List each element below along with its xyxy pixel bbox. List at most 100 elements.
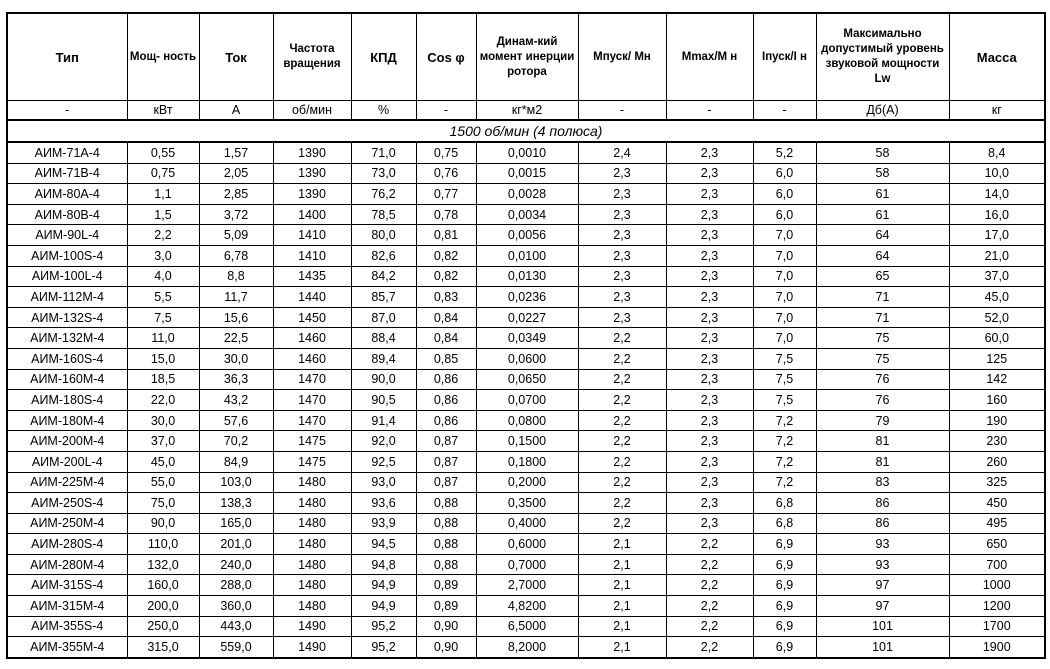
table-cell: 71 [815,306,950,329]
table-cell: 7,5 [126,306,200,329]
table-cell: 2,4 [577,141,667,164]
table-cell: 0,85 [415,347,477,370]
table-cell: 0,0227 [475,306,579,329]
unit-cell: - [577,100,667,121]
table-cell: 86 [815,512,950,535]
table-cell: 7,0 [752,265,817,288]
unit-cell: - [415,100,477,121]
table-cell: 1470 [272,368,352,391]
table-cell: 3,0 [126,244,200,267]
table-cell: 2,2 [665,574,754,597]
table-row: АИМ-160М-4 18,5 36,3 1470 90,0 0,86 0,0650 2,2 2… [6,368,1046,391]
table-cell: 60,0 [948,327,1046,349]
table-cell: 5,09 [198,224,274,246]
table-cell: 2,3 [665,244,754,267]
table-cell: 0,0034 [475,203,579,226]
table-cell: 76,2 [350,183,417,205]
table-cell: АИМ-71А-4 [6,141,128,164]
table-cell: 0,87 [415,471,477,494]
table-cell: 1480 [272,512,352,535]
table-cell: 360,0 [198,595,274,617]
table-cell: 1000 [948,574,1046,597]
table-cell: АИМ-315S-4 [6,574,128,597]
table-cell: 0,78 [415,203,477,226]
table-cell: 15,0 [126,347,200,370]
table-cell: 64 [815,244,950,267]
table-cell: 190 [948,409,1046,432]
table-cell: 240,0 [198,553,274,576]
table-cell: 22,5 [198,327,274,349]
table-cell: 75 [815,327,950,349]
table-cell: АИМ-132S-4 [6,306,128,329]
table-cell: 0,88 [415,512,477,535]
table-row: АИМ-315S-4 160,0 288,0 1480 94,9 0,89 2,7000 2,… [6,574,1046,597]
table-row: АИМ-250S-4 75,0 138,3 1480 93,6 0,88 0,3500 2,2… [6,492,1046,514]
table-cell: 95,2 [350,615,417,638]
table-cell: АИМ-250М-4 [6,512,128,535]
table-cell: 1,57 [198,141,274,164]
table-cell: 1390 [272,162,352,185]
table-cell: 93,6 [350,492,417,514]
table-cell: 1480 [272,553,352,576]
table-cell: 1,5 [126,203,200,226]
table-row: АИМ-355S-4 250,0 443,0 1490 95,2 0,90 6,5000 2,… [6,615,1046,638]
table-cell: 1480 [272,595,352,617]
table-cell: 1480 [272,533,352,555]
table-cell: 1440 [272,286,352,308]
table-cell: 93 [815,533,950,555]
table-cell: 7,5 [752,389,817,411]
table-row: АИМ-132М-4 11,0 22,5 1460 88,4 0,84 0,0349 2,2 2… [6,327,1046,349]
table-cell: 8,2000 [475,636,579,659]
table-cell: 7,5 [752,347,817,370]
unit-cell: кг [948,100,1046,121]
table-cell: 11,0 [126,327,200,349]
table-cell: 93 [815,553,950,576]
table-cell: 80,0 [350,224,417,246]
table-row: АИМ-200L-4 45,0 84,9 1475 92,5 0,87 0,1800 2,2 2… [6,450,1046,473]
table-cell: 71 [815,286,950,308]
column-header: Динам-кий момент инерции ротора [475,12,579,101]
table-cell: 2,3 [665,471,754,494]
table-cell: АИМ-315М-4 [6,595,128,617]
table-cell: 1460 [272,347,352,370]
table-cell: 85,7 [350,286,417,308]
table-cell: 2,2 [665,553,754,576]
table-cell: 1460 [272,327,352,349]
table-cell: 160,0 [126,574,200,597]
table-cell: 325 [948,471,1046,494]
table-cell: 0,6000 [475,533,579,555]
table-cell: 2,1 [577,595,667,617]
table-row: АИМ-90L-4 2,2 5,09 1410 80,0 0,81 0,0056 2,3 2,3… [6,224,1046,246]
table-cell: 8,8 [198,265,274,288]
unit-cell: - [6,100,128,121]
table-cell: АИМ-250S-4 [6,492,128,514]
unit-cell: - [752,100,817,121]
table-cell: 2,2 [577,368,667,391]
table-cell: АИМ-225М-4 [6,471,128,494]
table-cell: 2,2 [577,512,667,535]
table-cell: 97 [815,574,950,597]
table-cell: 2,3 [665,512,754,535]
table-cell: 2,7000 [475,574,579,597]
table-cell: 6,8 [752,512,817,535]
column-header: Мпуск/ Мн [577,12,667,101]
table-cell: 88,4 [350,327,417,349]
table-cell: 43,2 [198,389,274,411]
table-cell: 65 [815,265,950,288]
table-cell: 58 [815,141,950,164]
table-cell: 2,2 [577,327,667,349]
table-cell: 700 [948,553,1046,576]
table-cell: 94,5 [350,533,417,555]
table-cell: 2,3 [665,162,754,185]
table-cell: 2,2 [665,595,754,617]
column-header: Iпуск/I н [752,12,817,101]
table-cell: 1450 [272,306,352,329]
table-cell: 14,0 [948,183,1046,205]
table-row: АИМ-180М-4 30,0 57,6 1470 91,4 0,86 0,0800 2,2 2… [6,409,1046,432]
table-cell: 1900 [948,636,1046,659]
table-cell: 2,3 [577,286,667,308]
table-cell: 0,84 [415,306,477,329]
table-cell: 2,3 [665,492,754,514]
table-cell: 0,88 [415,533,477,555]
table-cell: 1480 [272,471,352,494]
